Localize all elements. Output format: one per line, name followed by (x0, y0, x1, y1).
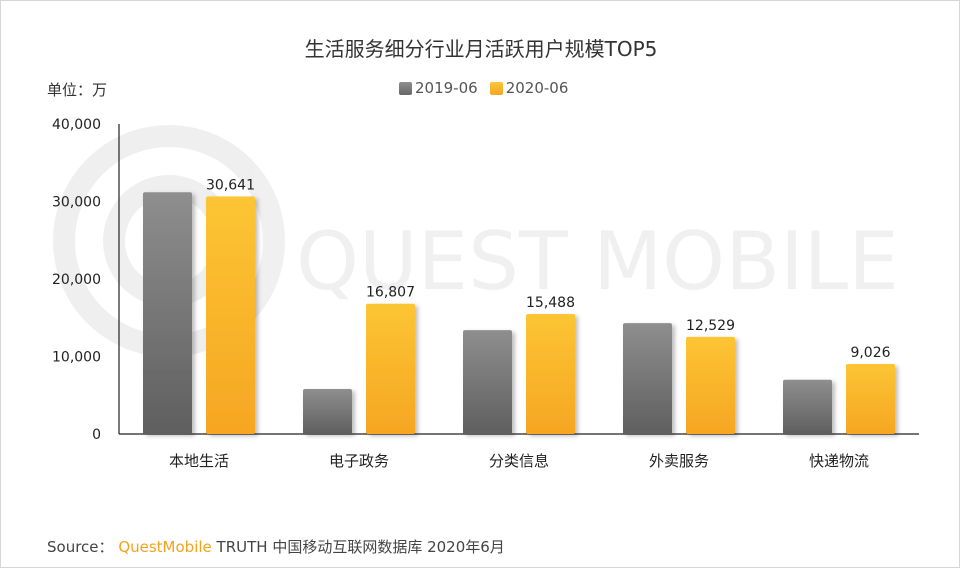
data-label: 12,529 (686, 318, 735, 334)
legend-label-2019: 2019-06 (415, 79, 478, 97)
legend-label-2020: 2020-06 (505, 79, 569, 97)
bar-2019-06-0 (143, 192, 192, 434)
source-brand: QuestMobile (118, 538, 212, 556)
bar-2019-06-4 (783, 379, 832, 434)
legend-item-2020: 2020-06 (489, 79, 569, 97)
source-text: TRUTH 中国移动互联网数据库 2020年6月 (216, 538, 505, 556)
y-tick-label: 0 (92, 427, 101, 443)
bar-2019-06-3 (623, 323, 672, 434)
source-note: Source： QuestMobile TRUTH 中国移动互联网数据库 202… (47, 536, 505, 557)
x-tick-label: 电子政务 (329, 452, 389, 470)
data-label: 9,026 (850, 345, 890, 361)
legend-swatch-2019 (399, 81, 412, 95)
y-tick-label: 40,000 (52, 117, 101, 133)
chart-title: 生活服务细分行业月活跃用户规模TOP5 (304, 37, 658, 61)
x-tick-label: 分类信息 (489, 452, 549, 470)
legend-item-2019: 2019-06 (399, 79, 478, 97)
bars (143, 192, 895, 434)
bar-2020-06-4 (846, 364, 895, 434)
legend-swatch-2020 (489, 81, 503, 95)
unit-label: 单位：万 (47, 81, 108, 99)
bar-2020-06-3 (686, 336, 735, 434)
x-tick-label: 外卖服务 (649, 452, 709, 470)
legend: 2019-06 2020-06 (399, 79, 580, 97)
bar-2019-06-1 (303, 389, 352, 434)
source-prefix: Source： (47, 538, 114, 556)
svg-text:QUEST MOBILE: QUEST MOBILE (296, 215, 899, 308)
data-label: 30,641 (206, 178, 255, 194)
data-label: 15,488 (526, 295, 575, 311)
bar-2020-06-0 (206, 196, 255, 434)
data-label: 16,807 (366, 285, 415, 301)
y-tick-label: 20,000 (52, 272, 101, 288)
bar-2020-06-1 (366, 303, 415, 434)
bar-2019-06-2 (463, 330, 512, 434)
x-tick-label: 快递物流 (809, 452, 869, 470)
bar-2020-06-2 (526, 313, 575, 434)
y-tick-label: 30,000 (52, 195, 101, 211)
x-tick-label: 本地生活 (169, 452, 229, 470)
labels: 30,641 本地生活 16,807 电子政务 15,488 分类信息 12,529 外卖服务… (169, 178, 891, 470)
y-tick-label: 10,000 (52, 350, 101, 366)
